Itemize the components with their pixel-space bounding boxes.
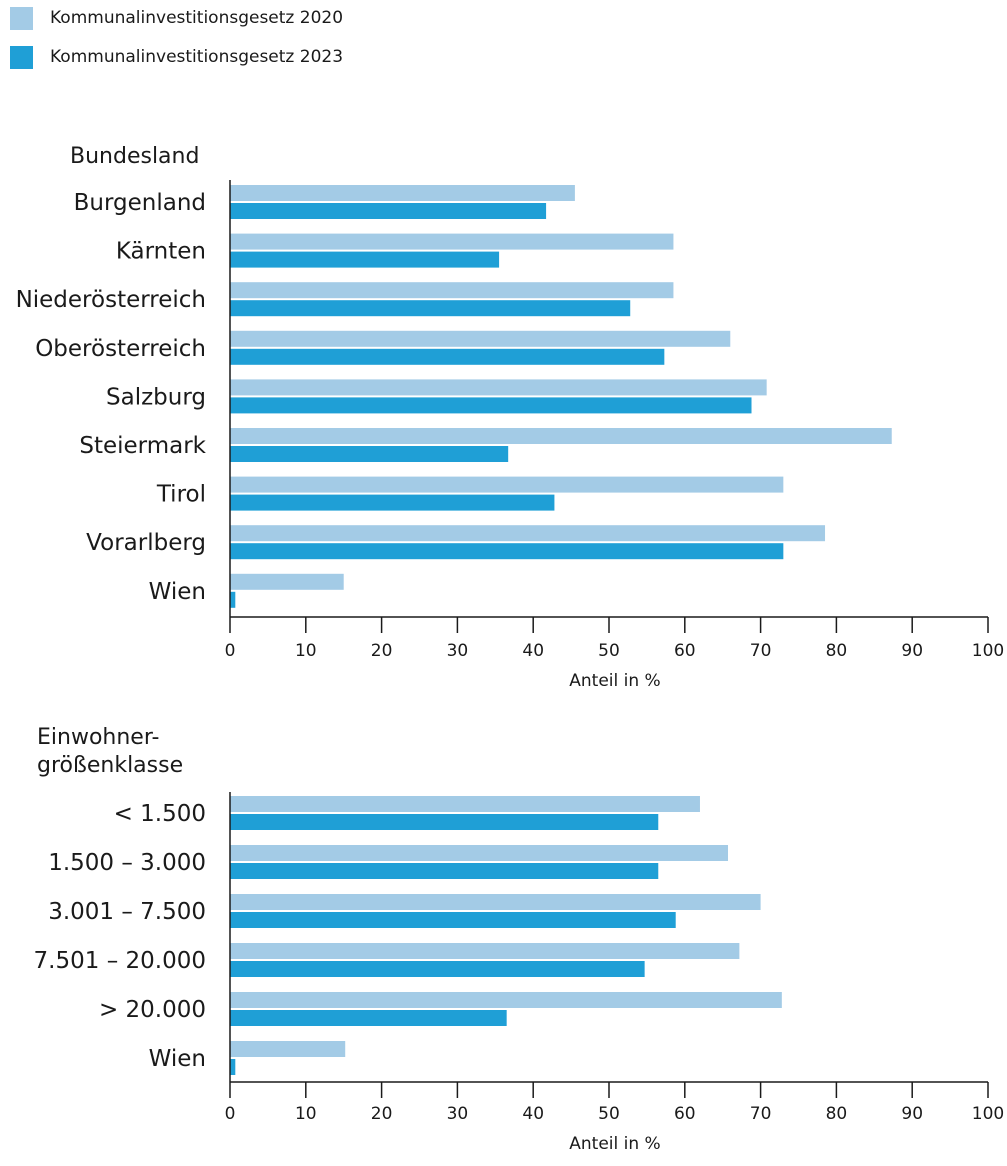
bar-2020 [230,330,731,347]
bar-2020 [230,476,784,493]
bar-2023 [230,814,659,830]
bar-2023 [230,251,500,268]
bar-2020 [230,573,344,590]
x-tick-label: 50 [598,1104,620,1124]
category-label: Wien [149,1046,206,1072]
x-tick-label: 60 [674,1104,696,1124]
x-tick-label: 20 [371,641,393,661]
x-tick-label: 70 [750,1104,772,1124]
bar-2023 [230,1059,236,1075]
category-label: Steiermark [79,433,206,459]
bar-2020 [230,943,740,959]
legend-item-2023: Kommunalinvestitionsgesetz 2023 [10,45,343,69]
bar-2023 [230,446,509,462]
category-label: 7.501 – 20.000 [34,948,206,974]
legend-swatch-2020 [10,6,33,30]
bar-2020 [230,185,575,201]
bar-2023 [230,591,236,608]
category-label: Kärnten [116,239,206,265]
legend-label-2020: Kommunalinvestitionsgesetz 2020 [50,8,344,28]
category-label: Wien [149,579,206,605]
x-tick-label: 90 [901,641,923,661]
legend: Kommunalinvestitionsgesetz 2020 Kommunal… [10,6,343,84]
bar-2020 [230,233,674,250]
bar-2020 [230,428,892,444]
x-tick-label: 0 [225,1104,236,1124]
bar-2023 [230,912,676,928]
bar-2020 [230,992,782,1008]
legend-label-2023: Kommunalinvestitionsgesetz 2023 [50,47,344,67]
x-tick-label: 30 [447,1104,469,1124]
bar-2023 [230,494,555,511]
x-tick-label: 50 [598,641,620,661]
x-tick-label: 80 [826,1104,848,1124]
x-tick-label: 90 [901,1104,923,1124]
group-label-1-1: größenklasse [37,753,183,778]
x-tick-label: 70 [750,641,772,661]
x-tick-label: 30 [447,641,469,661]
x-tick-label: 0 [225,641,236,661]
bar-2020 [230,379,767,396]
legend-swatch-2023 [10,45,33,69]
group-label-1-0: Einwohner- [37,725,159,750]
x-tick-label: 100 [972,641,1004,661]
bar-2020 [230,845,729,861]
bar-2023 [230,203,547,219]
category-label: Niederösterreich [16,287,206,313]
bar-2023 [230,1010,507,1026]
category-label: 3.001 – 7.500 [48,899,206,925]
bar-2023 [230,543,784,560]
bar-2020 [230,525,826,542]
bar-2023 [230,961,645,977]
x-axis-label: Anteil in % [569,671,660,691]
bar-2023 [230,863,659,879]
category-label: Tirol [156,482,206,508]
category-label: < 1.500 [114,801,206,827]
x-tick-label: 10 [295,641,317,661]
x-tick-label: 40 [522,641,544,661]
category-label: Vorarlberg [86,530,206,556]
legend-item-2020: Kommunalinvestitionsgesetz 2020 [10,6,343,30]
bar-2023 [230,300,631,317]
x-axis-label: Anteil in % [569,1134,660,1154]
category-label: Burgenland [74,190,206,216]
bar-2020 [230,894,761,910]
category-label: > 20.000 [99,997,206,1023]
group-label-0-0: Bundesland [70,144,199,169]
x-tick-label: 60 [674,641,696,661]
bar-2023 [230,397,752,414]
x-tick-label: 100 [972,1104,1004,1124]
x-tick-label: 40 [522,1104,544,1124]
category-label: Oberösterreich [35,336,206,362]
x-tick-label: 10 [295,1104,317,1124]
x-tick-label: 80 [826,641,848,661]
x-tick-label: 20 [371,1104,393,1124]
category-label: Salzburg [106,384,206,410]
bar-2023 [230,348,665,365]
bar-2020 [230,282,674,299]
bar-2020 [230,1041,346,1057]
bar-2020 [230,796,700,812]
category-label: 1.500 – 3.000 [48,850,206,876]
